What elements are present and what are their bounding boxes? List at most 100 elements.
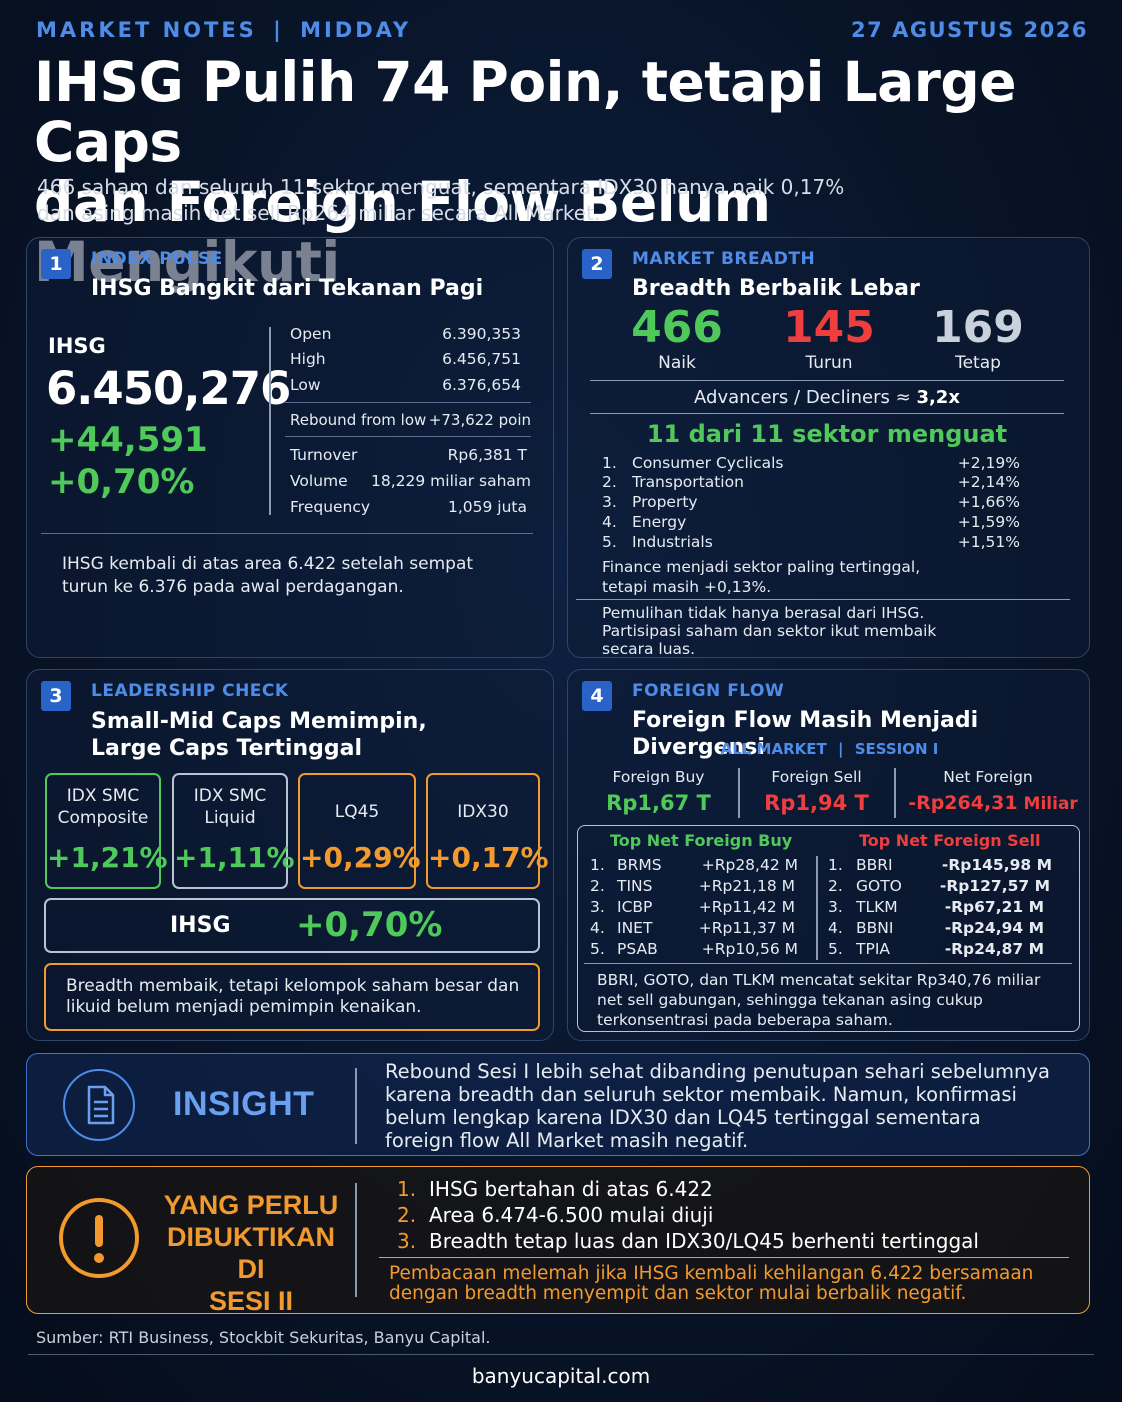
note-line: secara luas. — [602, 640, 696, 658]
ihsg-compare-box: IHSG +0,70% — [44, 898, 540, 953]
watch-item: Area 6.474-6.500 mulai diuji — [429, 1203, 714, 1227]
insight-line: foreign flow All Market masih negatif. — [385, 1129, 749, 1152]
buy-ticker: PSAB — [617, 940, 658, 958]
index-name: IHSG — [48, 334, 106, 358]
panel-number-badge: 3 — [41, 681, 71, 711]
panel-note: Breadth membaik, tetapi kelompok saham b… — [46, 965, 538, 1018]
sector-name: Energy — [632, 513, 687, 531]
divider — [355, 1183, 357, 1297]
index-value: 6.450,276 — [46, 362, 291, 415]
buy-rank: 3. — [590, 898, 605, 916]
box-label: Composite — [57, 808, 149, 828]
buy-value: +Rp28,42 M — [701, 856, 798, 874]
sector-rank: 5. — [602, 533, 617, 551]
activity-value: 1,059 juta — [447, 498, 527, 516]
ihsg-label: IHSG — [170, 913, 231, 938]
buy-ticker: BRMS — [617, 856, 662, 874]
sell-value: -Rp145,98 M — [941, 856, 1052, 874]
net-foreign-amount: -Rp264,31 — [908, 792, 1018, 814]
divider — [355, 1068, 357, 1144]
panel-note: BBRI, GOTO, dan TLKM mencatat sekitar Rp… — [597, 970, 1040, 1030]
sell-rank: 2. — [828, 877, 843, 895]
divider — [269, 327, 271, 515]
stat-label: Low — [290, 376, 321, 394]
watch-item: IHSG bertahan di atas 6.422 — [429, 1177, 713, 1201]
divider — [738, 768, 740, 818]
divider — [28, 1354, 1094, 1355]
box-value: +0,17% — [428, 841, 549, 874]
warning-line: dengan breadth menyempit dan sektor mula… — [389, 1283, 967, 1304]
sell-value: -Rp24,94 M — [944, 919, 1044, 937]
panel-number-badge: 2 — [582, 249, 612, 279]
title-line: Large Caps Tertinggal — [91, 736, 362, 761]
watch-item: Breadth tetap luas dan IDX30/LQ45 berhen… — [429, 1229, 979, 1253]
sell-ticker: GOTO — [856, 877, 902, 895]
sell-ticker: TLKM — [856, 898, 898, 916]
ihsg-value: +0,70% — [296, 905, 443, 945]
site-link[interactable]: banyucapital.com — [471, 1364, 651, 1388]
header-kicker: MARKET NOTES | MIDDAY — [36, 18, 411, 42]
foreign-buy-value: Rp1,67 T — [606, 791, 711, 815]
foreign-sell-value: Rp1,94 T — [764, 791, 869, 815]
sector-name: Industrials — [632, 533, 713, 551]
insight-line: Rebound Sesi I lebih sehat dibanding pen… — [385, 1060, 1050, 1083]
activity-label: Turnover — [290, 446, 358, 464]
top-flow-table: Top Net Foreign Buy Top Net Foreign Sell… — [577, 825, 1080, 1032]
buy-rank: 4. — [590, 919, 605, 937]
panel-title: Small-Mid Caps Memimpin, Large Caps Tert… — [91, 708, 427, 762]
kicker-separator: | — [273, 18, 284, 42]
panel-title: IHSG Bangkit dari Tekanan Pagi — [91, 276, 484, 301]
net-foreign-label: Net Foreign — [943, 768, 1033, 786]
rebound-label: Rebound from low — [290, 411, 427, 429]
box-value: +1,21% — [47, 841, 168, 874]
insight-line: karena breadth dan seluruh sektor membai… — [385, 1083, 1017, 1106]
box-label: LQ45 — [334, 802, 380, 822]
watch-rank: 2. — [397, 1203, 417, 1227]
sub-line-2: dan asing masih net sell Rp264 miliar se… — [37, 201, 601, 225]
box-label: IDX SMC — [66, 786, 140, 806]
watch-label-line: DIBUKTIKAN DI — [167, 1222, 335, 1284]
box-label: IDX30 — [457, 802, 509, 822]
insight-text: Rebound Sesi I lebih sehat dibanding pen… — [385, 1060, 1050, 1152]
sell-rank: 5. — [828, 940, 843, 958]
stat-label: Open — [290, 325, 332, 343]
source-note: Sumber: RTI Business, Stockbit Sekuritas… — [36, 1328, 491, 1347]
index-box-smc-composite: IDX SMC Composite +1,21% — [45, 773, 168, 889]
rebound-value: +73,622 poin — [428, 411, 531, 429]
document-icon — [63, 1069, 135, 1141]
watch-label: YANG PERLU DIBUKTIKAN DI SESI II — [153, 1189, 349, 1317]
panel-note: Pemulihan tidak hanya berasal dari IHSG.… — [602, 604, 936, 658]
buy-ticker: ICBP — [617, 898, 653, 916]
title-line: Small-Mid Caps Memimpin, — [91, 709, 427, 734]
sector-pct: +2,19% — [957, 454, 1020, 472]
panel-number-badge: 4 — [582, 681, 612, 711]
divider — [590, 380, 1064, 381]
sector-name: Consumer Cyclicals — [632, 454, 784, 472]
buy-rank: 1. — [590, 856, 605, 874]
sector-pct: +1,51% — [957, 533, 1020, 551]
note-line: terkonsentrasi pada beberapa saham. — [597, 1011, 893, 1029]
stat-value: 6.456,751 — [442, 350, 521, 368]
unchanged-label: Tetap — [955, 353, 1001, 373]
panel-number-badge: 1 — [41, 249, 71, 279]
scope-separator: | — [837, 740, 844, 758]
buy-rank: 5. — [590, 940, 605, 958]
sector-rank: 2. — [602, 473, 617, 491]
stat-value: 6.390,353 — [442, 325, 521, 343]
panel-foreign-flow: 4 FOREIGN FLOW Foreign Flow Masih Menjad… — [567, 669, 1090, 1041]
sector-name: Property — [632, 493, 698, 511]
scope-right: SESSION I — [854, 740, 939, 758]
decliners-label: Turun — [805, 353, 853, 373]
insight-line: belum lengkap karena IDX30 dan LQ45 tert… — [385, 1106, 981, 1129]
kicker-right: MIDDAY — [300, 18, 412, 42]
panel-title: Breadth Berbalik Lebar — [632, 276, 920, 301]
headline-line-1: IHSG Pulih 74 Poin, tetapi Large Caps — [34, 50, 1017, 174]
sub-line-1: 466 saham dan seluruh 11 sektor menguat,… — [37, 175, 845, 199]
activity-label: Volume — [290, 472, 348, 490]
index-change-points: +44,591 — [48, 420, 208, 460]
divider — [894, 768, 896, 818]
index-box-smc-liquid: IDX SMC Liquid +1,11% — [172, 773, 295, 889]
advancers-label: Naik — [658, 353, 696, 373]
panel-note: IHSG kembali di atas area 6.422 setelah … — [62, 553, 473, 599]
divider — [41, 533, 533, 534]
